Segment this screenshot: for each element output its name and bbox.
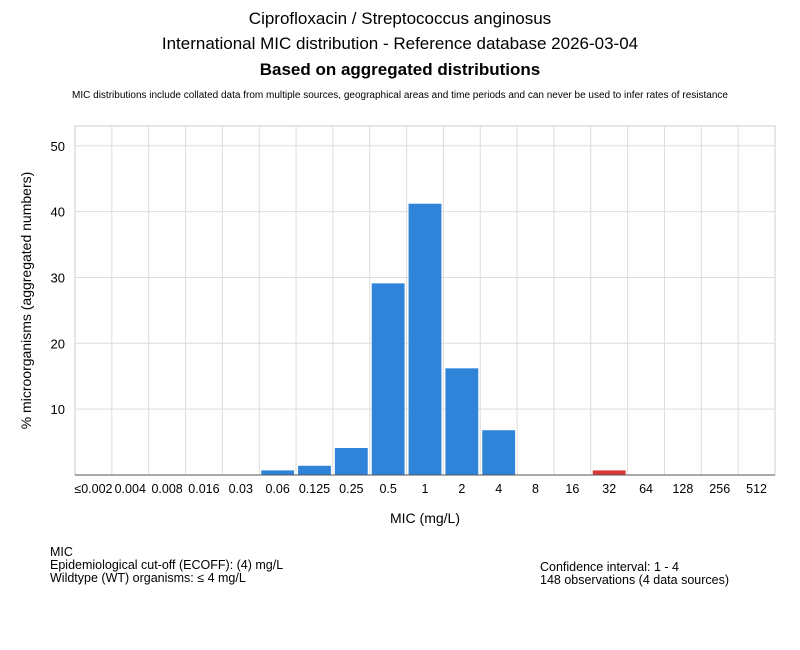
y-tick-label: 50 — [51, 139, 65, 154]
x-tick-label: 256 — [709, 482, 730, 496]
x-tick-label: 0.06 — [265, 482, 289, 496]
y-tick-label: 30 — [51, 270, 65, 285]
chart-subtitle: MIC distributions include collated data … — [72, 90, 728, 101]
y-tick-label: 20 — [51, 336, 65, 351]
y-axis-label: % microorganisms (aggregated numbers) — [18, 172, 34, 430]
x-tick-label: 0.125 — [299, 482, 330, 496]
x-tick-label: 64 — [639, 482, 653, 496]
bar — [261, 470, 295, 475]
x-tick-label: 0.008 — [151, 482, 182, 496]
x-tick-label: 0.5 — [379, 482, 396, 496]
x-tick-label: 8 — [532, 482, 539, 496]
x-tick-label: 0.004 — [115, 482, 146, 496]
footer-left: MIC Epidemiological cut-off (ECOFF): (4)… — [50, 546, 283, 585]
footer-wildtype: Wildtype (WT) organisms: ≤ 4 mg/L — [50, 571, 246, 585]
x-tick-label: 2 — [458, 482, 465, 496]
bar — [482, 430, 516, 475]
x-tick-label: 128 — [672, 482, 693, 496]
footer-observations: 148 observations (4 data sources) — [540, 573, 729, 587]
bar — [592, 470, 626, 475]
chart-title-line1: Ciprofloxacin / Streptococcus anginosus — [248, 9, 552, 28]
footer-right: Confidence interval: 1 - 4 148 observati… — [540, 561, 729, 587]
bar — [445, 368, 479, 475]
y-tick-label: 10 — [51, 402, 65, 417]
x-tick-label: 16 — [565, 482, 579, 496]
bar — [371, 283, 405, 475]
bar — [408, 203, 442, 475]
x-tick-label: 0.03 — [229, 482, 253, 496]
x-tick-label: 32 — [602, 482, 616, 496]
bar — [298, 465, 331, 475]
x-axis-label: MIC (mg/L) — [390, 510, 460, 526]
x-tick-label: 4 — [495, 482, 502, 496]
bar — [334, 448, 368, 475]
chart-title-line2: International MIC distribution - Referen… — [161, 34, 639, 53]
x-tick-label: ≤0.002 — [74, 482, 112, 496]
mic-distribution-chart: 10 20 30 40 50 ≤0.002 0.004 0.008 0.016 0.03 0.06 0… — [18, 125, 776, 526]
footer-mic-heading: MIC — [50, 545, 73, 559]
x-tick-label: 0.25 — [339, 482, 363, 496]
footer-confidence-interval: Confidence interval: 1 - 4 — [540, 560, 679, 574]
footer-ecoff: Epidemiological cut-off (ECOFF): (4) mg/… — [50, 558, 284, 572]
x-tick-label: 0.016 — [188, 482, 219, 496]
chart-title-line3: Based on aggregated distributions — [259, 60, 541, 79]
x-tick-label: 1 — [422, 482, 429, 496]
y-tick-label: 40 — [51, 205, 65, 220]
x-tick-label: 512 — [746, 482, 767, 496]
